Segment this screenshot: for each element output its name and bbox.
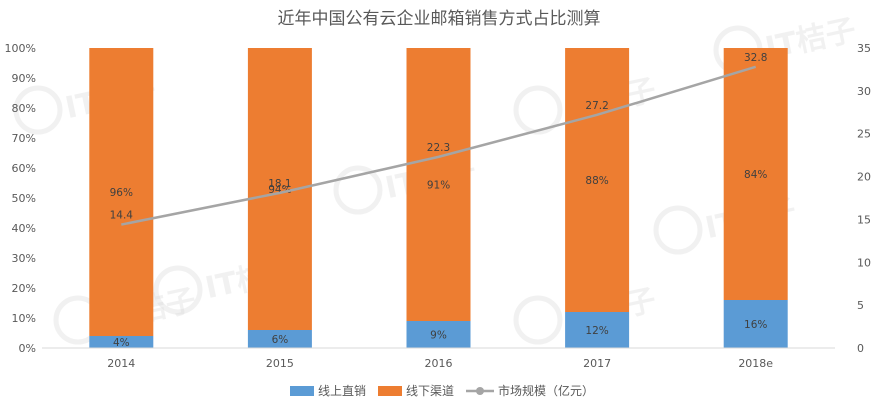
legend-label: 市场规模（亿元） [498,383,594,398]
market-size-line [121,65,757,226]
watermark-logo-icon [153,265,203,315]
legend-swatch [378,386,402,396]
bar-线上直销-2014 [89,336,154,348]
x-axis-category-label: 2018e [738,357,773,370]
left-axis-tick-label: 20% [12,282,36,295]
watermark-logo-icon [513,85,563,135]
right-axis-tick-label: 5 [857,299,864,312]
bar-data-label: 12% [585,325,608,337]
watermark-logo-icon [513,295,563,345]
bar-线上直销-2015 [247,330,312,348]
bar-data-label: 16% [744,319,767,331]
bar-线上直销-2018e [723,300,788,348]
bar-线下渠道-2014 [89,48,154,336]
x-axis-category-label: 2014 [107,357,135,370]
x-axis-category-label: 2017 [583,357,611,370]
watermark-logo-icon [653,205,703,255]
bar-data-label: 96% [110,187,133,199]
legend-marker-swatch [476,387,484,395]
right-axis-tick-label: 20 [857,171,871,184]
line-data-label: 32.8 [744,52,767,64]
left-axis-tick-label: 0% [19,342,36,355]
left-y-axis: 0% 10% 20% 30% 40% 50% 60% 70% 80% 90% 100% [5,42,36,355]
left-axis-tick-label: 70% [12,132,36,145]
right-axis-tick-label: 0 [857,342,864,355]
line-layer: 14.4 18.1 22.3 27.2 32.8 [110,52,767,226]
bar-线下渠道-2016 [406,48,471,321]
line-data-label: 18.1 [268,178,291,190]
x-axis-category-label: 2016 [425,357,453,370]
left-axis-tick-label: 60% [12,162,36,175]
bar-data-label: 88% [585,175,608,187]
line-data-label: 27.2 [585,100,608,112]
right-axis-tick-label: 10 [857,256,871,269]
bar-线下渠道-2017 [565,48,630,312]
x-axis-category-label: 2015 [266,357,294,370]
left-axis-tick-label: 50% [12,192,36,205]
legend: 线上直销 线下渠道 市场规模（亿元） [290,383,594,398]
bar-data-label: 84% [744,169,767,181]
bar-线下渠道-2018e [723,48,788,300]
bar-线上直销-2017 [565,312,630,348]
left-axis-tick-label: 10% [12,312,36,325]
left-axis-tick-label: 80% [12,102,36,115]
legend-label: 线上直销 [318,384,366,398]
watermark-logo-icon [13,85,63,135]
bar-线上直销-2016 [406,321,471,348]
legend-swatch [290,386,314,396]
right-axis-tick-label: 35 [857,42,871,55]
right-axis-tick-label: 30 [857,85,871,98]
watermark-logo-icon [333,165,383,215]
x-axis: 2014 2015 2016 2017 2018e [42,347,835,370]
left-axis-tick-label: 40% [12,222,36,235]
left-axis-tick-label: 100% [5,42,36,55]
bar-data-label: 6% [272,334,289,346]
bars-layer: 4%96%6%94%9%91%12%88%16%84% [89,48,788,349]
line-data-label: 14.4 [110,210,134,222]
right-axis-tick-label: 15 [857,213,871,226]
left-axis-tick-label: 30% [12,252,36,265]
bar-data-label: 9% [430,330,447,342]
right-y-axis: 0 5 10 15 20 25 30 35 [857,42,871,355]
legend-label: 线下渠道 [406,384,454,398]
bar-data-label: 91% [427,180,450,192]
left-axis-tick-label: 90% [12,72,36,85]
right-axis-tick-label: 25 [857,128,871,141]
chart-title: 近年中国公有云企业邮箱销售方式占比测算 [278,9,601,29]
line-data-label: 22.3 [427,142,450,154]
bar-data-label: 4% [113,337,130,349]
